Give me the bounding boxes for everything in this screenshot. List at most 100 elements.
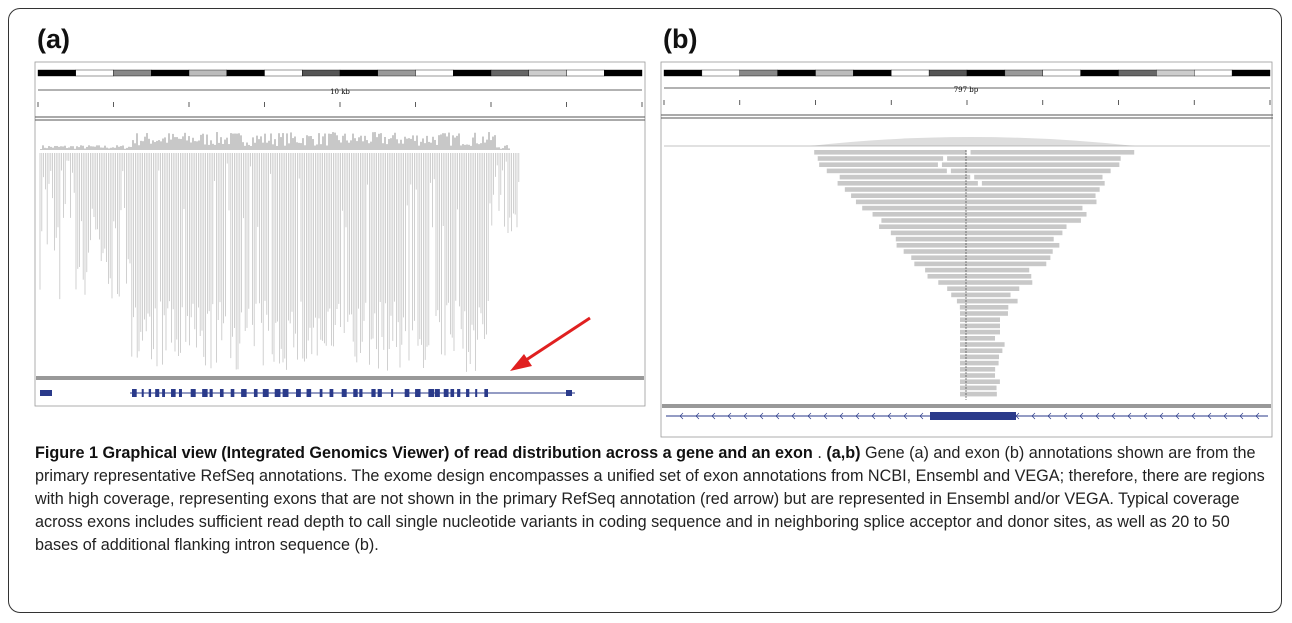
ideogram-band [778,70,816,76]
coverage [46,148,48,150]
read [904,249,1053,254]
ideogram-band [816,70,854,76]
coverage [176,137,178,150]
coverage [160,141,162,150]
read [942,162,1119,167]
coverage [254,143,256,150]
coverage [130,147,132,150]
coverage [286,133,288,150]
coverage [162,139,164,150]
coverage [340,143,342,150]
caption-separator: . [817,444,822,462]
coverage [202,134,204,150]
exon [444,389,449,397]
coverage [260,136,262,150]
coverage [120,146,122,150]
coverage [240,135,242,150]
coverage [422,138,424,150]
coverage [90,146,92,150]
coverage [334,133,336,150]
coverage [308,136,310,150]
coverage [344,134,346,150]
read [873,212,1087,217]
exon [359,389,362,397]
coverage [390,138,392,150]
coverage [174,137,176,150]
ideogram-band [38,70,76,76]
coverage [438,135,440,150]
coverage [168,133,170,150]
figure-caption: Figure 1 Graphical view (Integrated Geno… [35,442,1267,557]
coverage [358,137,360,150]
coverage [322,136,324,150]
coverage [272,144,274,150]
exon [450,389,454,397]
coverage [342,136,344,150]
coverage [418,146,420,150]
read [960,311,1008,316]
coverage [154,142,156,150]
coverage [354,138,356,150]
coverage [374,132,376,150]
coverage [488,132,490,150]
coverage [388,139,390,150]
exon [179,389,182,397]
scale-label: 797 bp [954,86,979,94]
coverage [284,146,286,150]
ideogram-band [378,70,416,76]
coverage [144,137,146,150]
coverage [328,134,330,150]
coverage [156,141,158,150]
coverage [400,140,402,150]
coverage [478,144,480,150]
ideogram-band [302,70,340,76]
coverage [108,148,110,150]
coverage [180,139,182,150]
coverage [370,142,372,150]
coverage [58,147,60,150]
coverage [236,134,238,150]
ideogram-band [740,70,778,76]
coverage [64,146,66,150]
coverage [336,135,338,150]
coverage [262,143,264,150]
ideogram-band [1005,70,1043,76]
coverage [470,146,472,150]
coverage [48,146,50,150]
ideogram-band [1119,70,1157,76]
ideogram-band [416,70,454,76]
coverage [476,143,478,150]
coverage [244,146,246,150]
coverage [178,139,180,150]
ideogram-band [967,70,1005,76]
caption-label: Figure 1 [35,444,98,462]
coverage [506,145,508,150]
coverage [326,145,328,150]
coverage [454,138,456,150]
coverage [184,133,186,150]
coverage [396,139,398,150]
read [881,218,1080,223]
coverage [290,132,292,150]
coverage [208,145,210,150]
coverage [238,133,240,150]
exon [275,389,281,397]
read [827,169,947,174]
exon [930,412,1016,420]
coverage [420,142,422,150]
exon [320,389,323,397]
coverage [74,149,76,150]
ideogram-band [891,70,929,76]
coverage [304,145,306,150]
coverage [490,140,492,150]
coverage [92,146,94,150]
exon [457,389,460,397]
coverage [378,134,380,150]
exon [162,389,165,397]
coverage [214,145,216,150]
coverage [96,145,98,150]
coverage [140,141,142,150]
coverage [138,145,140,150]
read [856,200,1097,205]
coverage [384,137,386,150]
